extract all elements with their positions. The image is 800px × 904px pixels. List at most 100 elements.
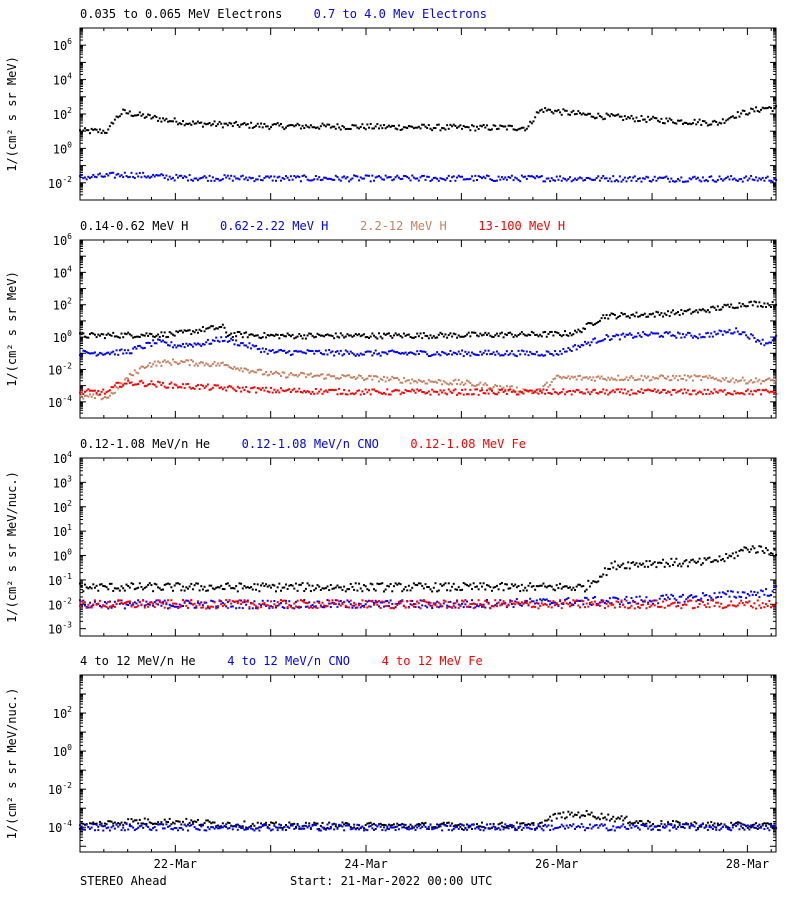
data-point [724,560,726,562]
data-point [775,304,777,306]
data-point [292,607,294,609]
data-point [647,316,649,318]
data-point [684,374,686,376]
data-point [358,389,360,391]
data-point [351,607,353,609]
data-point [717,179,719,181]
data-point [235,607,237,609]
data-point [272,392,274,394]
data-point [210,585,212,587]
data-point [594,179,596,181]
data-point [727,590,729,592]
data-point [386,353,388,355]
data-point [624,336,626,338]
data-point [762,590,764,592]
data-point [587,599,589,601]
data-point [677,311,679,313]
data-point [200,585,202,587]
data-point [624,313,626,315]
data-point [742,602,744,604]
data-point [220,386,222,388]
data-point [717,596,719,598]
data-point [380,607,382,609]
data-point [635,562,637,564]
data-point [491,590,493,592]
data-point [121,174,123,176]
data-point [607,394,609,396]
data-point [468,351,470,353]
data-point [160,821,162,823]
data-point [333,126,335,128]
data-point [287,588,289,590]
data-point [390,394,392,396]
data-point [308,584,310,586]
data-point [619,606,621,608]
data-point [707,180,709,182]
data-point [551,586,553,588]
data-point [135,602,137,604]
data-point [556,176,558,178]
data-point [459,605,461,607]
data-point [682,594,684,596]
data-point [459,383,461,385]
data-point [444,582,446,584]
data-point [79,129,81,131]
data-point [665,176,667,178]
data-point [607,318,609,320]
data-point [717,124,719,126]
data-point [493,351,495,353]
data-point [461,603,463,605]
data-point [224,327,226,329]
data-point [390,378,392,380]
data-point [318,586,320,588]
data-point [571,603,573,605]
data-point [162,335,164,337]
data-point [305,352,307,354]
data-point [680,565,682,567]
data-point [408,177,410,179]
data-point [413,390,415,392]
data-point [496,605,498,607]
data-point [632,377,634,379]
data-point [155,603,157,605]
data-point [250,586,252,588]
panel-frame [80,28,776,200]
data-point [358,354,360,356]
data-point [310,393,312,395]
data-point [184,361,186,363]
data-point [322,393,324,395]
data-point [524,176,526,178]
data-point [720,380,722,382]
data-point [147,606,149,608]
data-point [192,588,194,590]
data-point [519,180,521,182]
data-point [602,573,604,575]
data-point [763,552,765,554]
data-point [107,128,109,130]
data-point [649,334,651,336]
data-point [561,353,563,355]
data-point [459,124,461,126]
data-point [240,367,242,369]
data-point [456,394,458,396]
data-point [202,326,204,328]
y-tick-label: 102 [53,106,72,122]
data-point [242,387,244,389]
data-point [551,381,553,383]
data-point [287,376,289,378]
data-point [481,389,483,391]
data-point [572,110,574,112]
data-point [516,355,518,357]
data-point [446,337,448,339]
data-point [461,589,463,591]
data-point [748,338,750,340]
data-point [775,335,777,337]
data-point [513,606,515,608]
data-point [551,331,553,333]
data-point [724,122,726,124]
data-point [348,606,350,608]
data-point [415,603,417,605]
data-point [587,606,589,608]
y-tick-label: 102 [53,499,72,515]
data-point [376,338,378,340]
